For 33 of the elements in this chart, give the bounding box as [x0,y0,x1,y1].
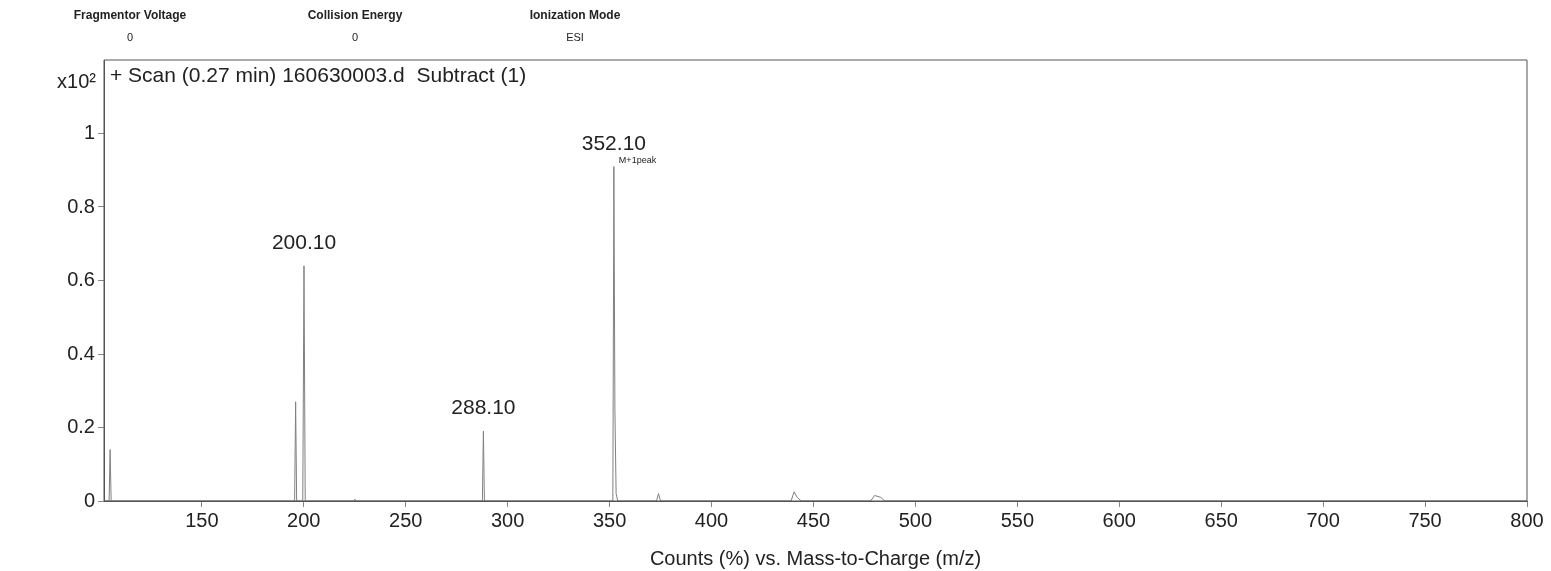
x-tick-label: 450 [796,508,831,531]
x-tick-label: 700 [1306,508,1340,531]
y-tick-label: 0 [83,488,95,511]
y-tick-label: 1 [83,121,95,144]
x-tick-label: 550 [1000,508,1035,531]
text: 0 [126,30,134,43]
chart-title: + Scan (0.27 min) 160630003.d Subtract (1) [110,63,527,87]
text: 0 [351,30,359,43]
x-tick-label: 150 [185,508,219,531]
x-tick-label: 350 [592,508,627,531]
text: ESI [566,30,584,43]
annotation: 352.10 [581,130,646,154]
y-axis-title: x10² [57,69,97,92]
x-tick-label: 650 [1204,508,1238,531]
x-tick-label: 800 [1510,508,1544,531]
x-tick-label: 200 [287,508,321,531]
y-tick-label: 0.6 [67,268,95,291]
text: Ionization Mode [529,8,621,23]
x-tick-label: 250 [389,508,423,531]
x-axis-title: Counts (%) vs. Mass-to-Charge (m/z) [649,546,982,569]
x-tick-label: 600 [1102,508,1136,531]
annotation: M+1peak [618,154,657,165]
x-tick-label: 750 [1408,508,1442,531]
annotation: 288.10 [451,395,516,419]
y-tick-label: 0.2 [67,415,95,438]
x-tick-label: 400 [694,508,729,531]
text: Collision Energy [307,8,403,23]
y-tick-label: 0.8 [67,194,95,217]
annotation: 200.10 [271,230,337,254]
y-tick-label: 0.4 [67,341,95,364]
text: Fragmentor Voltage [73,8,187,23]
x-tick-label: 500 [898,508,933,531]
x-tick-label: 300 [490,508,525,531]
